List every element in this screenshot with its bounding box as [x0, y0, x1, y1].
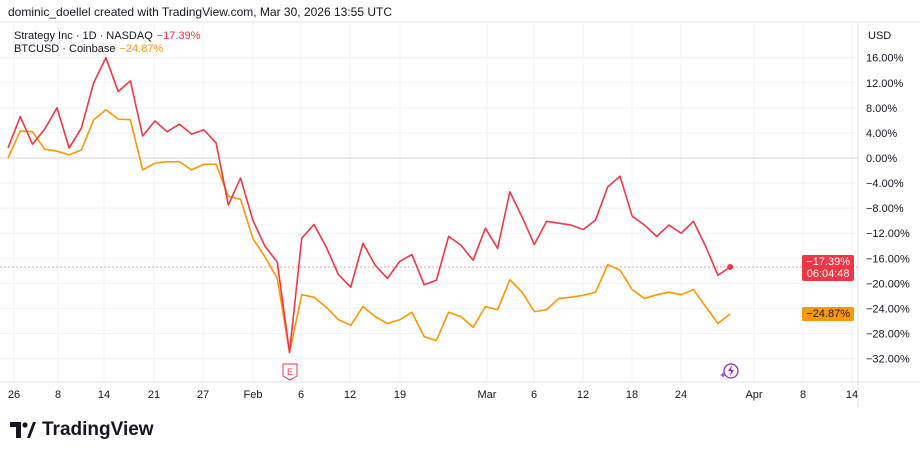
- x-tick-label: Mar: [478, 389, 497, 401]
- x-tick-label: 12: [577, 389, 589, 401]
- y-tick-label: −24.00%: [866, 303, 910, 315]
- lightning-icon[interactable]: [723, 363, 739, 379]
- x-tick-label: 26: [8, 389, 20, 401]
- btc-series-line[interactable]: [7, 108, 731, 354]
- sparkle-icon: [720, 372, 726, 378]
- lightning-bolt-icon: [728, 365, 734, 376]
- y-tick-label: −20.00%: [866, 278, 910, 290]
- chart-attribution: dominic_doellel created with TradingView…: [8, 5, 392, 19]
- x-tick-label: 19: [394, 389, 406, 401]
- legend-label: Strategy Inc · 1D · NASDAQ: [14, 30, 153, 42]
- x-tick-label: 8: [55, 389, 61, 401]
- x-tick-label: 18: [626, 389, 638, 401]
- x-tick-label: 27: [197, 389, 209, 401]
- currency-label[interactable]: USD: [868, 30, 892, 42]
- bar-countdown: 06:04:48: [806, 268, 850, 280]
- x-tick-label: 14: [846, 389, 858, 401]
- y-tick-label: −4.00%: [866, 178, 904, 190]
- y-tick-label: −28.00%: [866, 329, 910, 341]
- legend-item-btc[interactable]: BTCUSD · Coinbase −24.87%: [14, 43, 163, 55]
- earnings-marker-icon[interactable]: [282, 363, 298, 381]
- last-price-dot: [727, 264, 734, 271]
- y-tick-label: 8.00%: [866, 103, 897, 115]
- y-tick-label: 0.00%: [866, 153, 897, 165]
- x-tick-label: Feb: [244, 389, 263, 401]
- btc-price-tag: −24.87%: [802, 307, 854, 321]
- x-tick-label: 6: [298, 389, 304, 401]
- y-tick-label: 16.00%: [866, 53, 904, 65]
- y-tick-label: 12.00%: [866, 78, 904, 90]
- x-tick-label: 14: [98, 389, 110, 401]
- x-tick-label: Apr: [745, 389, 762, 401]
- y-tick-label: −32.00%: [866, 354, 910, 366]
- earnings-marker-label: E: [287, 367, 293, 377]
- y-tick-label: −16.00%: [866, 253, 910, 265]
- mstr-price-tag: −17.39% 06:04:48: [802, 255, 854, 281]
- mstr-tag-value: −17.39%: [806, 256, 850, 268]
- x-tick-label: 24: [675, 389, 687, 401]
- legend-item-mstr[interactable]: Strategy Inc · 1D · NASDAQ −17.39%: [14, 30, 201, 42]
- legend-label: BTCUSD · Coinbase: [14, 43, 116, 55]
- tradingview-logo-text: TradingView: [42, 419, 154, 440]
- x-tick-label: 8: [800, 389, 806, 401]
- y-tick-label: −8.00%: [866, 203, 904, 215]
- y-tick-label: 4.00%: [866, 128, 897, 140]
- x-tick-label: 6: [531, 389, 537, 401]
- x-tick-label: 12: [344, 389, 356, 401]
- mstr-series-line[interactable]: [7, 56, 731, 354]
- x-tick-label: 21: [148, 389, 160, 401]
- y-tick-label: −12.00%: [866, 228, 910, 240]
- legend-value: −17.39%: [156, 30, 201, 42]
- tradingview-logo[interactable]: TradingView: [10, 419, 154, 441]
- tradingview-logo-icon: [10, 422, 36, 438]
- legend-value: −24.87%: [119, 43, 164, 55]
